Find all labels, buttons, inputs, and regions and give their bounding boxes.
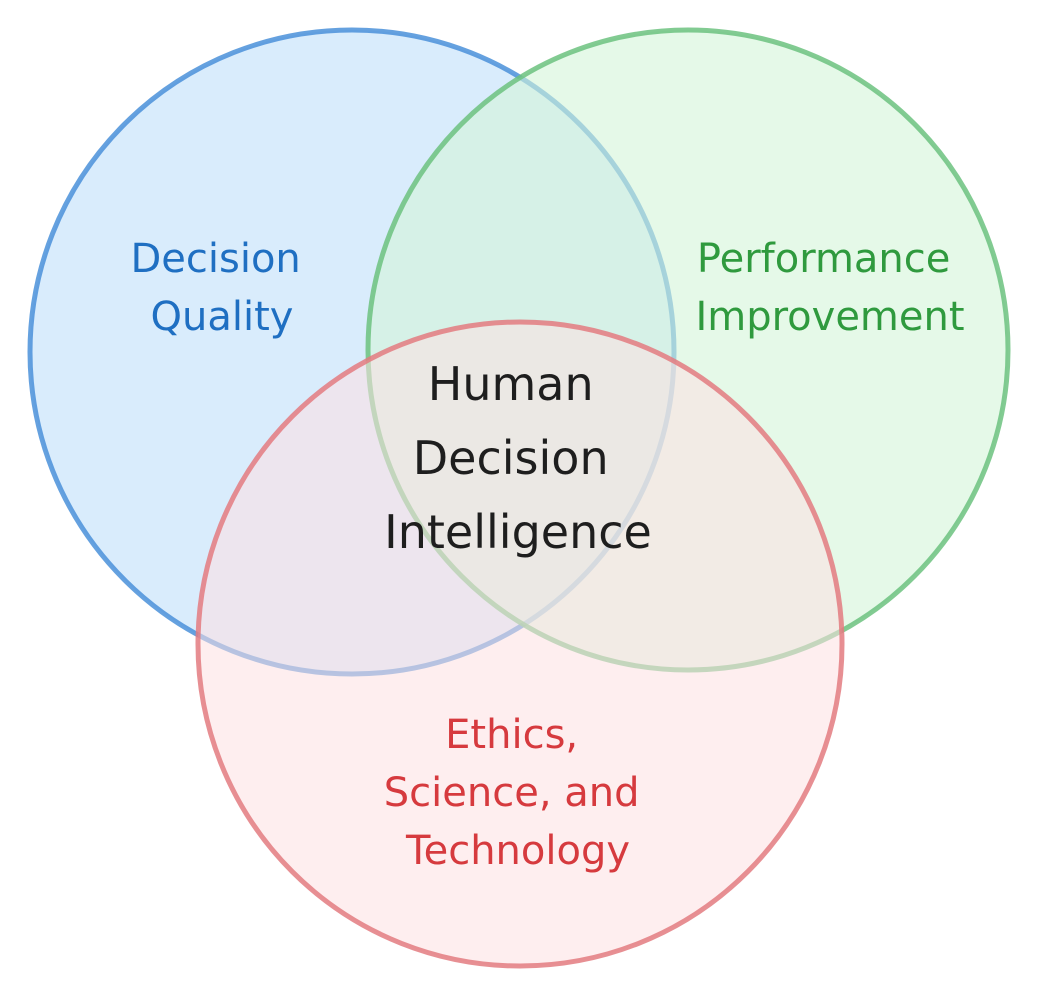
- ethics-line-3: Technology: [405, 828, 630, 874]
- performance-improvement-line-2: Improvement: [695, 294, 964, 340]
- ethics-science-technology-circle: [195, 319, 845, 969]
- circles: [27, 27, 1011, 969]
- center-line-3: Intelligence: [384, 505, 652, 559]
- ethics-line-2: Science, and: [384, 770, 640, 816]
- performance-improvement-line-1: Performance: [697, 236, 950, 282]
- ethics-line-1: Ethics,: [445, 712, 578, 758]
- decision-quality-line-1: Decision: [130, 236, 300, 282]
- decision-quality-line-2: Quality: [151, 294, 294, 340]
- center-line-2: Decision: [413, 431, 609, 485]
- performance-improvement-label: Performance Improvement: [695, 236, 964, 340]
- center-line-1: Human: [428, 357, 594, 411]
- ethics-science-technology-label: Ethics, Science, and Technology: [384, 712, 652, 874]
- decision-quality-label: Decision Quality: [130, 236, 313, 340]
- center-label: Human Decision Intelligence: [384, 357, 652, 559]
